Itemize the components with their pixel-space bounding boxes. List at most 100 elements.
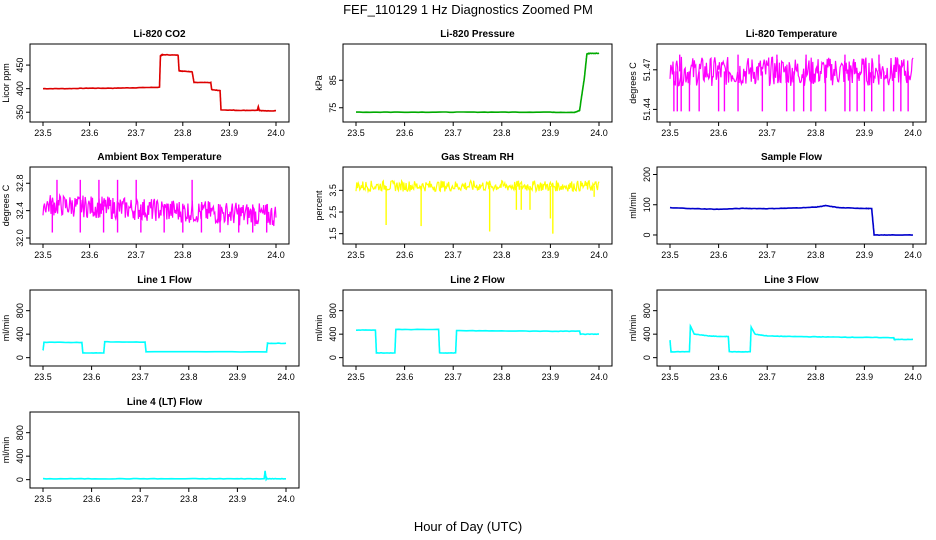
- y-tick-label: 0: [328, 355, 338, 360]
- series-line: [42, 470, 286, 482]
- x-tick-label: 23.9: [856, 250, 874, 260]
- y-tick-label: 800: [15, 425, 25, 440]
- y-tick-label: 800: [642, 303, 652, 318]
- x-tick-label: 24.0: [904, 128, 922, 138]
- x-tick-label: 23.6: [710, 128, 728, 138]
- y-tick-label: 3.5: [328, 184, 338, 197]
- x-tick-label: 23.8: [174, 250, 192, 260]
- y-axis-label: degrees C: [628, 62, 638, 104]
- y-tick-label: 51.44: [642, 98, 652, 121]
- x-tick-label: 24.0: [277, 494, 295, 504]
- panel-7: Line 2 Flow ml/min 23.5 23.6 23.7 23.8 23.9 24.…: [314, 275, 613, 382]
- x-tick-label: 23.5: [661, 250, 679, 260]
- plot-frame: [29, 289, 300, 367]
- y-axis-label: Licor ppm: [1, 63, 11, 103]
- x-tick-label: 23.8: [180, 372, 198, 382]
- y-tick-label: 200: [642, 167, 652, 182]
- x-tick-label: 23.9: [542, 250, 560, 260]
- y-tick-label: 0: [642, 355, 652, 360]
- y-axis-label: kPa: [314, 75, 324, 91]
- x-tick-label: 23.7: [444, 372, 462, 382]
- y-tick-label: 400: [642, 327, 652, 342]
- figure-title: FEF_110129 1 Hz Diagnostics Zoomed PM: [343, 2, 593, 17]
- panel-title: Li-820 Pressure: [440, 29, 515, 40]
- x-tick-label: 23.6: [710, 250, 728, 260]
- y-tick-label: 2.5: [328, 206, 338, 219]
- y-tick-label: 400: [15, 81, 25, 96]
- x-tick-label: 23.5: [347, 372, 365, 382]
- x-tick-label: 23.8: [493, 250, 511, 260]
- noise-trace: [669, 56, 914, 87]
- y-axis-label: ml/min: [1, 315, 11, 342]
- y-axis-label: ml/min: [1, 437, 11, 464]
- x-tick-label: 23.6: [396, 372, 414, 382]
- x-tick-label: 23.6: [83, 494, 101, 504]
- noise-trace: [355, 178, 600, 194]
- x-tick-label: 23.6: [83, 372, 101, 382]
- x-tick-label: 24.0: [904, 250, 922, 260]
- x-tick-label: 24.0: [267, 250, 285, 260]
- panel-title: Ambient Box Temperature: [97, 152, 222, 163]
- x-tick-label: 23.9: [229, 494, 247, 504]
- y-tick-label: 32.0: [15, 229, 25, 247]
- figure-xlabel: Hour of Day (UTC): [414, 519, 522, 534]
- x-tick-label: 23.8: [807, 128, 825, 138]
- series-line: [42, 340, 287, 354]
- x-tick-label: 23.6: [396, 128, 414, 138]
- y-tick-label: 0: [642, 232, 652, 237]
- y-tick-label: 75: [328, 103, 338, 113]
- panel-9: Line 4 (LT) Flow ml/min 23.5 23.6 23.7 23.8 23…: [1, 397, 300, 504]
- x-tick-label: 23.6: [81, 128, 99, 138]
- x-tick-label: 24.0: [904, 372, 922, 382]
- plot-frame: [656, 166, 927, 245]
- x-tick-label: 23.5: [34, 128, 52, 138]
- panel-6: Line 1 Flow ml/min 23.5 23.6 23.7 23.8 23.9 24.…: [1, 275, 300, 382]
- x-tick-label: 23.5: [661, 128, 679, 138]
- x-tick-label: 23.7: [131, 372, 149, 382]
- panel-0: Li-820 CO2 Licor ppm 23.5 23.6 23.7 23.8 23.9 2…: [1, 29, 290, 138]
- panel-title: Li-820 CO2: [133, 29, 186, 40]
- x-tick-label: 23.9: [856, 372, 874, 382]
- panel-title: Line 4 (LT) Flow: [127, 397, 203, 408]
- y-tick-label: 800: [328, 303, 338, 318]
- y-axis-label: ml/min: [628, 315, 638, 342]
- x-tick-label: 23.9: [542, 128, 560, 138]
- plot-frame: [342, 43, 613, 123]
- panel-title: Line 3 Flow: [764, 275, 819, 286]
- x-tick-label: 23.5: [347, 250, 365, 260]
- y-axis-label: ml/min: [628, 192, 638, 219]
- x-tick-label: 23.9: [221, 128, 239, 138]
- x-tick-label: 23.9: [221, 250, 239, 260]
- panels: Li-820 CO2 Licor ppm 23.5 23.6 23.7 23.8 23.9 2…: [1, 29, 927, 504]
- y-tick-label: 0: [15, 355, 25, 360]
- x-tick-label: 23.7: [444, 128, 462, 138]
- panel-title: Line 1 Flow: [137, 275, 192, 286]
- panel-title: Li-820 Temperature: [746, 29, 838, 40]
- x-tick-label: 23.9: [542, 372, 560, 382]
- y-tick-label: 85: [328, 75, 338, 85]
- panel-2: Li-820 Temperature degrees C 23.5 23.6 23.7 2…: [628, 29, 927, 138]
- plot-frame: [656, 43, 927, 123]
- series-line: [42, 53, 277, 112]
- panel-4: Gas Stream RH percent 23.5 23.6 23.7 23.8 23.9…: [314, 152, 613, 260]
- x-tick-label: 23.8: [180, 494, 198, 504]
- y-tick-label: 0: [15, 477, 25, 482]
- series-line: [669, 323, 914, 353]
- x-tick-label: 23.7: [127, 128, 145, 138]
- plot-frame: [656, 289, 927, 367]
- series-line: [669, 204, 914, 237]
- x-tick-label: 24.0: [590, 128, 608, 138]
- x-tick-label: 23.7: [758, 250, 776, 260]
- panel-1: Li-820 Pressure kPa 23.5 23.6 23.7 23.8 23.9 24…: [314, 29, 613, 138]
- x-tick-label: 23.7: [131, 494, 149, 504]
- y-tick-label: 450: [15, 58, 25, 73]
- series-line: [356, 52, 600, 114]
- y-tick-label: 800: [15, 303, 25, 318]
- y-tick-label: 51.47: [642, 59, 652, 82]
- x-tick-label: 23.5: [347, 128, 365, 138]
- x-tick-label: 23.5: [34, 372, 52, 382]
- y-tick-label: 100: [642, 197, 652, 212]
- x-tick-label: 23.8: [493, 372, 511, 382]
- plot-frame: [29, 411, 300, 489]
